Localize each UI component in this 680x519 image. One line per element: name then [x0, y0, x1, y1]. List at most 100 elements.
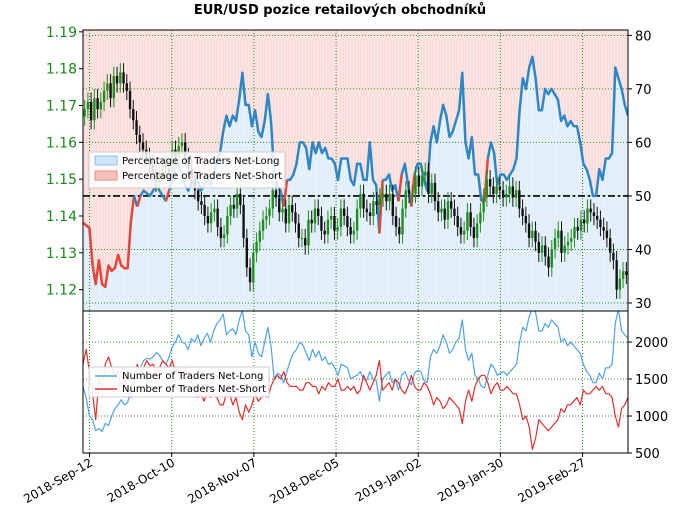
candle-body-97 — [398, 227, 401, 235]
candle-body-156 — [589, 208, 592, 213]
candle-body-80 — [342, 208, 346, 216]
candle-body-38 — [206, 215, 210, 224]
right-tick-bot-3: 2000 — [635, 336, 668, 351]
candle-body-11 — [119, 72, 122, 84]
candle-body-149 — [566, 241, 570, 246]
x-tick-5: 2019-Jan-30 — [435, 455, 506, 504]
candle-body-131 — [508, 186, 511, 194]
candle-body-15 — [132, 109, 135, 121]
sentiment-line-seg-11 — [400, 162, 413, 207]
candle-body-130 — [505, 193, 508, 198]
candle-body-1 — [86, 101, 90, 110]
sentiment-line-seg-4 — [164, 190, 171, 202]
sentiment-line-seg-8 — [378, 179, 384, 234]
candle-body-153 — [579, 219, 583, 231]
bottom-frame — [82, 310, 629, 454]
candle-body-83 — [352, 230, 356, 235]
candle-body-50 — [245, 238, 249, 268]
candle-body-108 — [433, 182, 437, 202]
candle-body-109 — [437, 201, 440, 213]
sentiment-line-seg-15 — [486, 55, 628, 198]
candle-body-92 — [381, 193, 385, 198]
sentiment-line-seg-6 — [282, 179, 289, 207]
candle-body-37 — [203, 204, 206, 216]
candle-body-85 — [359, 193, 362, 209]
left-tick-4: 1.16 — [46, 135, 77, 151]
candle-body-163 — [612, 252, 615, 261]
left-tick-3: 1.15 — [46, 172, 77, 188]
candle-body-110 — [440, 208, 443, 213]
candle-body-35 — [196, 190, 200, 202]
candle-body-91 — [378, 197, 382, 205]
x-tick-3: 2018-Dec-05 — [267, 455, 341, 506]
candle-body-146 — [557, 230, 560, 239]
candle-body-124 — [485, 179, 489, 198]
candle-body-40 — [213, 208, 216, 213]
candle-body-9 — [112, 76, 116, 99]
candle-body-141 — [540, 245, 544, 253]
candle-body-95 — [391, 193, 395, 216]
candle-body-128 — [498, 186, 502, 191]
candle-body-81 — [346, 215, 349, 228]
sentiment-line-seg-3 — [139, 183, 167, 202]
candle-body-58 — [271, 190, 274, 209]
candle-body-120 — [472, 227, 476, 239]
candle-body-82 — [349, 227, 352, 235]
candle-body-144 — [550, 249, 553, 268]
candle-body-46 — [232, 204, 236, 209]
candle-body-167 — [625, 271, 628, 275]
candle-body-52 — [252, 252, 255, 283]
candle-body-63 — [287, 204, 291, 224]
candle-body-17 — [138, 134, 141, 143]
right-axis-top: 30 40 50 60 70 80 — [628, 29, 652, 312]
candle-body-56 — [265, 215, 268, 220]
candle-body-47 — [235, 193, 239, 209]
left-tick-7: 1.19 — [46, 25, 77, 41]
candle-body-114 — [453, 208, 456, 216]
count-series-1 — [83, 348, 628, 450]
candle-body-159 — [599, 219, 602, 228]
price-sentiment-panel: 1.12 1.13 1.14 1.15 1.16 1.17 1.18 1.19 30 40 50 6… — [46, 25, 652, 312]
candle-body-4 — [96, 98, 99, 110]
candle-body-54 — [258, 230, 262, 242]
candle-body-137 — [527, 223, 531, 239]
sentiment-line-seg-7 — [287, 141, 381, 234]
candle-body-154 — [583, 219, 586, 224]
legend-label-net-long: Percentage of Traders Net-Long — [122, 156, 280, 167]
sentiment-line-seg-9 — [382, 173, 400, 202]
right-tick-bot-0: 500 — [635, 447, 660, 462]
candle-body-64 — [291, 204, 294, 213]
candle-body-136 — [524, 215, 528, 224]
candle-body-164 — [615, 260, 618, 290]
candle-body-67 — [300, 238, 304, 240]
candle-body-84 — [355, 208, 359, 231]
x-tick-4: 2019-Jan-02 — [353, 455, 424, 504]
sentiment-line-seg-13 — [413, 71, 483, 202]
candle-body-106 — [427, 171, 430, 194]
x-tick-6: 2019-Feb-27 — [515, 455, 588, 505]
candle-body-5 — [99, 101, 103, 110]
net-long-band — [83, 56, 628, 311]
candle-body-115 — [456, 215, 459, 228]
sentiment-line-seg-5 — [167, 71, 286, 207]
candle-body-73 — [320, 215, 323, 231]
candle-body-165 — [618, 278, 622, 290]
candle-body-101 — [411, 193, 414, 195]
candle-body-162 — [608, 238, 612, 253]
candle-body-98 — [401, 208, 404, 235]
candle-body-43 — [222, 234, 226, 239]
trader-count-panel: 500 1000 1500 2000 Number of Traders Net-Lo… — [21, 310, 668, 506]
candle-body-18 — [141, 142, 145, 150]
legend-swatch-net-short — [94, 170, 118, 181]
candle-body-105 — [424, 171, 427, 176]
candle-body-134 — [518, 190, 521, 209]
sentiment-line-seg-2 — [136, 195, 142, 207]
candle-body-51 — [248, 267, 252, 283]
candle-body-161 — [605, 230, 609, 239]
legend-bottom: Number of Traders Net-Long Number of Tra… — [88, 366, 270, 398]
legend-swatch-net-long — [94, 155, 118, 166]
candle-body-113 — [449, 201, 453, 209]
candle-body-133 — [514, 190, 518, 198]
candle-body-0 — [83, 109, 86, 117]
